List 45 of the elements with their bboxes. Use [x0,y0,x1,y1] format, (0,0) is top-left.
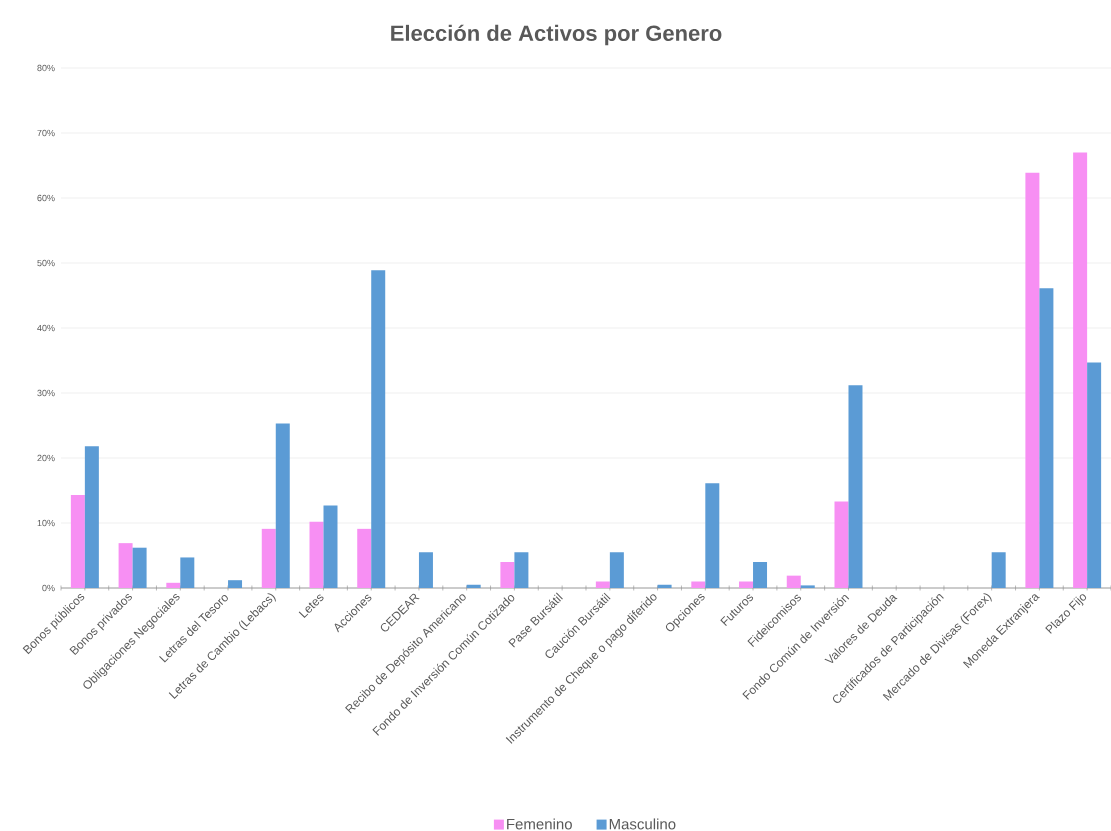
y-tick-label: 20% [37,454,55,462]
bar [786,575,801,588]
chart-title: Elección de Activos por Genero [391,24,722,46]
bar [466,584,481,588]
bar [371,270,386,588]
bar [595,581,610,588]
legend-label: Masculino [609,818,676,830]
bar [1039,288,1054,588]
bar [1087,362,1102,588]
bar [514,552,529,588]
bar [1025,172,1040,588]
bar [705,483,720,588]
bar [834,501,849,588]
y-tick-label: 10% [37,519,55,527]
bar [261,528,276,588]
legend-label: Femenino [507,818,572,830]
y-tick-label: 60% [37,194,55,202]
y-tick-label: 40% [37,324,55,332]
bar [657,584,672,588]
bar [84,446,99,588]
bar [800,585,815,588]
bar [418,552,433,588]
bar [991,552,1006,588]
bar [309,521,324,588]
bar [609,552,624,588]
bar [70,495,85,588]
bar [275,423,290,588]
bar [691,581,706,588]
bar [1073,152,1088,588]
bar [132,547,147,588]
y-tick-label: 80% [37,64,55,72]
bar [166,582,181,588]
bar [323,505,338,588]
bar [357,528,372,588]
bar [500,562,515,588]
y-tick-label: 70% [37,129,55,137]
y-tick-label: 0% [42,584,55,592]
y-tick-label: 50% [37,259,55,267]
bar [753,562,768,588]
bar [228,580,243,588]
y-tick-label: 30% [37,389,55,397]
bar [118,543,133,588]
bar [848,385,863,588]
bar [739,581,754,588]
bar [180,557,195,588]
